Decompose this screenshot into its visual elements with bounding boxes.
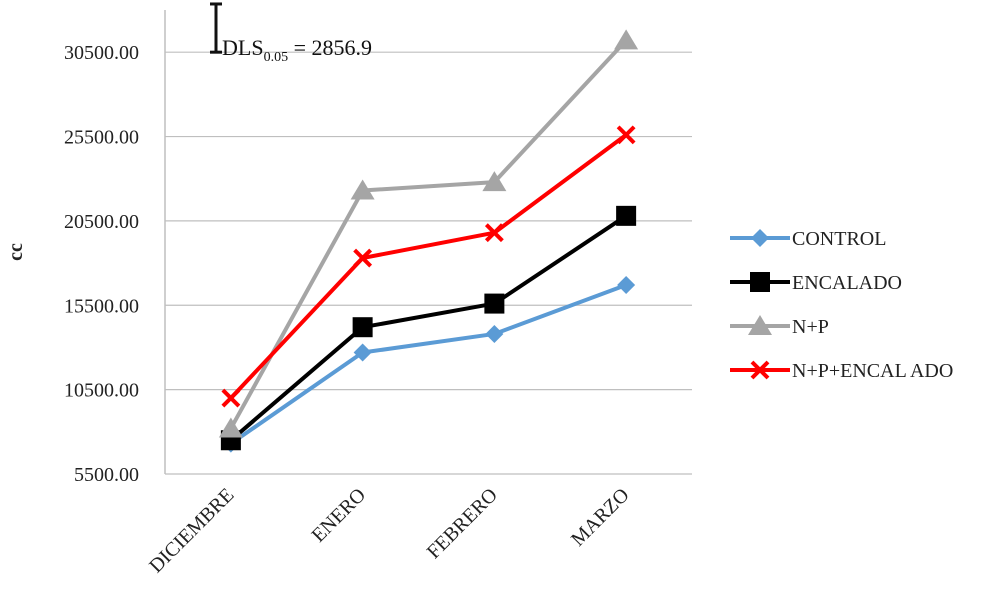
data-point-x xyxy=(616,125,636,145)
y-tick-label: 15500.00 xyxy=(64,295,139,317)
x-tick-labels: DICIEMBRE ENERO FEBRERO MARZO xyxy=(145,484,634,577)
legend-label: CONTROL xyxy=(792,228,886,250)
data-point-square xyxy=(352,317,373,338)
dls-label-sub: 0.05 xyxy=(264,50,289,65)
data-point-x xyxy=(221,388,241,408)
x-tick-label: FEBRERO xyxy=(423,484,502,563)
data-point-x-stroke xyxy=(750,360,770,380)
legend-item: CONTROL xyxy=(730,228,886,250)
data-point-square xyxy=(616,205,637,226)
series-line-n-p xyxy=(229,39,628,430)
data-point-diamond xyxy=(485,324,504,343)
data-point-triangle xyxy=(614,29,639,50)
data-point-diamond xyxy=(751,229,769,247)
series-line-encalado xyxy=(229,214,628,442)
data-point-x-stroke xyxy=(616,125,636,145)
data-point-diamond xyxy=(617,276,636,295)
dls-label: DLS0.05 = 2856.9 xyxy=(222,35,372,65)
data-point-x-stroke xyxy=(484,223,504,243)
legend-label: N+P xyxy=(792,316,829,338)
y-tick-label: 30500.00 xyxy=(64,42,139,64)
series-line-control xyxy=(229,283,627,446)
y-axis-label: cc xyxy=(5,243,27,261)
data-point-square xyxy=(750,272,770,292)
gridlines xyxy=(165,51,692,475)
legend-item: ENCALADO xyxy=(730,272,902,294)
legend-label: ENCALADO xyxy=(792,272,902,294)
dls-label-rest: = 2856.9 xyxy=(288,35,372,60)
data-point-square xyxy=(484,293,505,314)
data-point-x xyxy=(484,223,504,243)
y-tick-label: 5500.00 xyxy=(74,464,139,486)
x-tick-label: MARZO xyxy=(567,484,634,551)
dls-label-main: DLS xyxy=(222,35,264,60)
dls-annotation: DLS0.05 = 2856.9 xyxy=(210,2,372,65)
y-tick-label: 10500.00 xyxy=(64,380,139,402)
data-point-x xyxy=(353,248,373,268)
series-line-n-p-encal-ado xyxy=(229,133,628,400)
legend-item: N+P+ENCAL ADO xyxy=(730,360,953,382)
x-tick-label: ENERO xyxy=(307,484,370,547)
data-point-triangle xyxy=(748,315,772,335)
x-tick-label: DICIEMBRE xyxy=(145,484,238,577)
data-point-x xyxy=(750,360,770,380)
y-tick-label: 25500.00 xyxy=(64,127,139,149)
data-point-x-stroke xyxy=(221,388,241,408)
data-point-triangle xyxy=(482,171,507,192)
y-tick-label: 20500.00 xyxy=(64,211,139,233)
data-point-triangle xyxy=(350,179,375,200)
legend-label: N+P+ENCAL ADO xyxy=(792,360,953,382)
legend: CONTROL ENCALADO N+P N+P+ENCAL ADO xyxy=(730,228,953,382)
y-tick-labels: 5500.00 10500.00 15500.00 20500.00 25500.00 3… xyxy=(64,42,139,486)
data-point-triangle xyxy=(218,417,243,438)
series-group xyxy=(218,29,639,453)
data-point-x-stroke xyxy=(353,248,373,268)
data-point-diamond xyxy=(353,343,372,362)
legend-item: N+P xyxy=(730,315,829,338)
